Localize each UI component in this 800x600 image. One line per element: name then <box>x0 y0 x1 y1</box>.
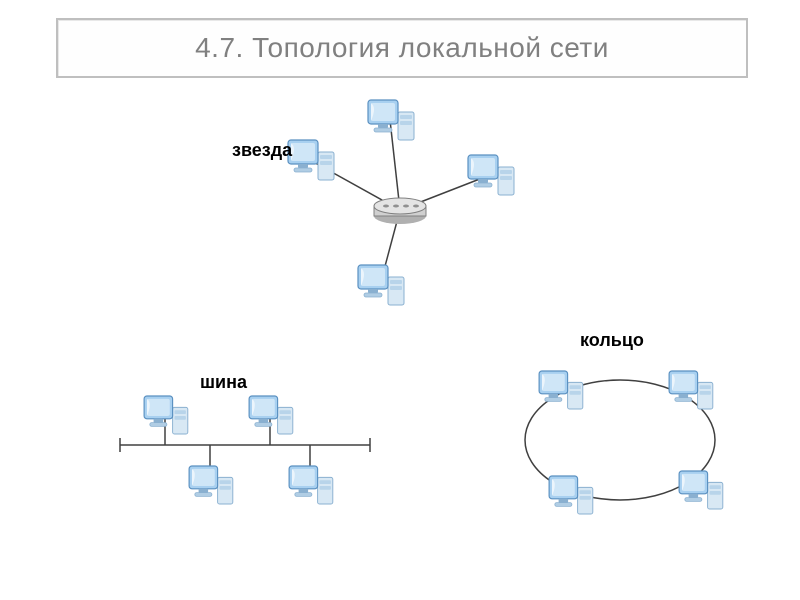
diagram-canvas <box>0 0 800 600</box>
bus-label: шина <box>200 372 247 393</box>
connection-lines <box>120 120 715 500</box>
node-icons <box>144 100 723 514</box>
star-label: звезда <box>232 140 292 161</box>
ring-label: кольцо <box>580 330 644 351</box>
